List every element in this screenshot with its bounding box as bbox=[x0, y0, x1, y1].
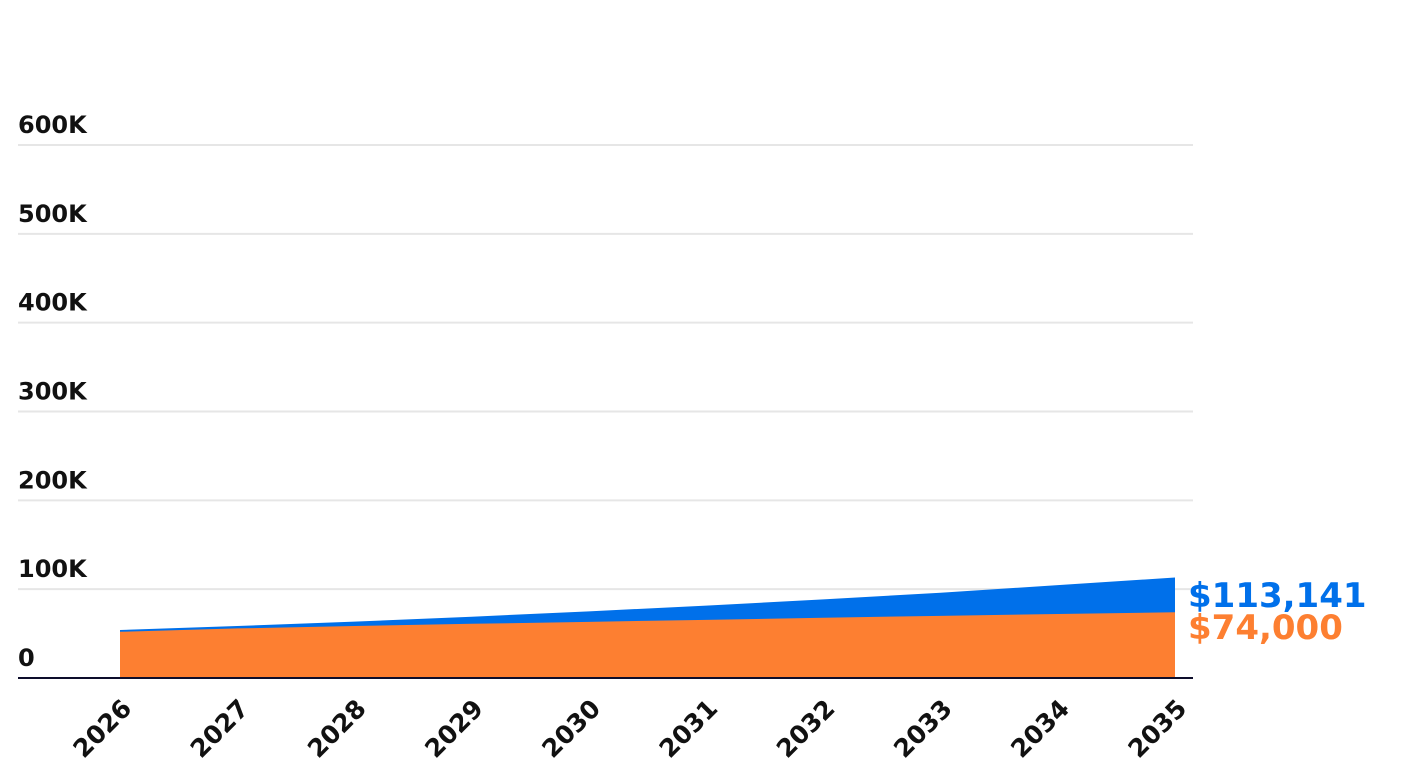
y-tick-label-4: 400K bbox=[18, 289, 88, 317]
x-tick-label-2: 2028 bbox=[302, 694, 372, 764]
y-tick-label-2: 200K bbox=[18, 466, 88, 494]
y-tick-label-6: 600K bbox=[18, 111, 88, 139]
x-tick-label-9: 2035 bbox=[1123, 694, 1193, 764]
x-tick-label-7: 2033 bbox=[888, 694, 958, 764]
x-tick-label-1: 2027 bbox=[185, 694, 255, 764]
y-tick-label-1: 100K bbox=[18, 555, 88, 583]
y-tick-label-5: 500K bbox=[18, 200, 88, 228]
x-tick-label-5: 2031 bbox=[654, 694, 724, 764]
series-area-1 bbox=[120, 612, 1175, 678]
x-tick-label-0: 2026 bbox=[68, 694, 138, 764]
series-end-label-0: $113,141 bbox=[1188, 576, 1367, 616]
y-tick-label-3: 300K bbox=[18, 378, 88, 406]
x-tick-label-8: 2034 bbox=[1005, 694, 1075, 764]
x-tick-label-3: 2029 bbox=[419, 694, 489, 764]
series-end-label-1: $74,000 bbox=[1188, 608, 1343, 648]
x-tick-label-4: 2030 bbox=[536, 694, 606, 764]
x-tick-label-6: 2032 bbox=[771, 694, 841, 764]
y-tick-label-0: 0 bbox=[18, 644, 35, 672]
